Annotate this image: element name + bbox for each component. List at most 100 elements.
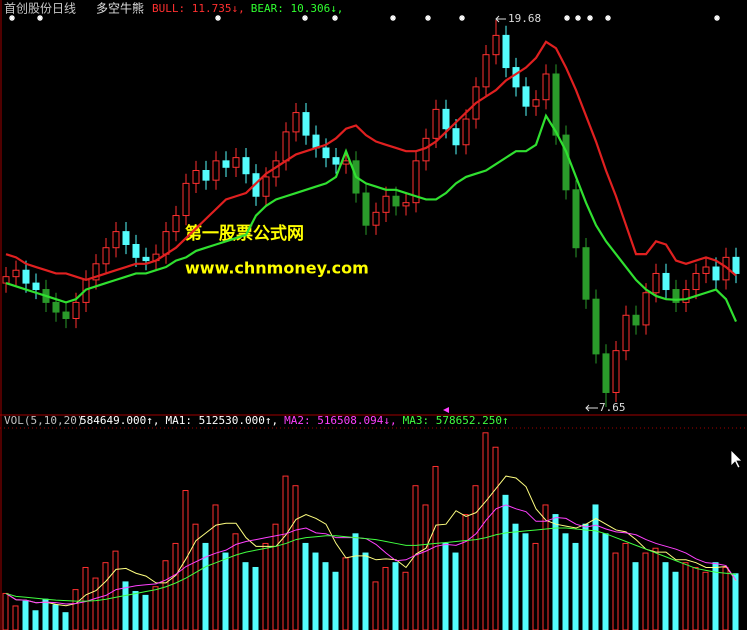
volume-bar <box>492 446 499 630</box>
volume-bar <box>672 571 679 630</box>
volume-bar <box>82 566 89 630</box>
candle-body <box>632 314 640 326</box>
candle-body <box>102 247 110 265</box>
volume-bar <box>312 552 319 630</box>
volume-bar <box>362 552 369 630</box>
volume-bar <box>652 547 659 630</box>
volume-bar <box>712 562 719 630</box>
volume-bar <box>282 475 289 630</box>
signal-star <box>37 15 43 21</box>
volume-bar <box>722 566 729 630</box>
volume-bar <box>442 542 449 630</box>
candle-body <box>222 160 230 168</box>
volume-bar <box>542 504 549 630</box>
candle-body <box>652 272 660 294</box>
candle-body <box>162 231 170 255</box>
candle-body <box>232 157 240 168</box>
watermark: www.chnmoney.com <box>185 259 369 278</box>
mouse-cursor <box>730 449 743 469</box>
annotation-arrow <box>495 15 506 23</box>
volume-bar <box>642 552 649 630</box>
candle-body <box>302 112 310 136</box>
candle-body <box>212 160 220 181</box>
candle-body <box>62 311 70 319</box>
low-annotation: 7.65 <box>599 401 626 414</box>
volume-bar <box>702 571 709 630</box>
candle-body <box>672 289 680 303</box>
volume-bar <box>402 571 409 630</box>
volume-bar <box>52 604 59 630</box>
volume-ma-line <box>5 475 737 607</box>
volume-bar <box>192 523 199 630</box>
candle-body <box>732 256 740 274</box>
volume-bar <box>622 542 629 630</box>
signal-star <box>587 15 593 21</box>
volume-bar <box>152 586 159 630</box>
candle-body <box>342 160 350 165</box>
candle-body <box>682 289 690 303</box>
volume-bar <box>122 581 129 630</box>
candle-body <box>112 231 120 249</box>
candle-body <box>312 134 320 149</box>
candle-body <box>592 298 600 355</box>
volume-bar <box>142 594 149 630</box>
candle-body <box>202 170 210 181</box>
volume-title: VOL(5,10,20) <box>4 414 83 427</box>
signal-star <box>564 15 570 21</box>
candle-body <box>532 99 540 107</box>
volume-bar <box>592 504 599 630</box>
high-annotation: 19.68 <box>508 12 541 25</box>
candle-body <box>392 195 400 207</box>
volume-bar <box>32 610 39 630</box>
signal-star <box>390 15 396 21</box>
volume-bar <box>452 552 459 630</box>
candle-body <box>622 314 630 352</box>
volume-bar <box>552 514 559 630</box>
candle-body <box>452 128 460 146</box>
volume-bar <box>272 523 279 630</box>
candle-body <box>662 272 670 291</box>
volume-bar <box>662 562 669 630</box>
volume-bar <box>562 533 569 630</box>
volume-bar <box>92 577 99 630</box>
volume-bar <box>572 542 579 630</box>
volume-bar <box>232 533 239 630</box>
volume-bar <box>522 533 529 630</box>
candle-body <box>282 131 290 162</box>
volume-bar <box>222 552 229 630</box>
candle-body <box>462 118 470 146</box>
volume-bar <box>162 560 169 630</box>
candle-body <box>502 34 510 69</box>
volume-bar <box>422 504 429 630</box>
bear-line <box>5 113 738 322</box>
candle-body <box>122 231 130 245</box>
watermark: 第一股票公式网 <box>185 223 304 244</box>
candle-body <box>382 195 390 213</box>
candle-body <box>72 301 80 319</box>
candle-body <box>432 108 440 139</box>
candle-body <box>412 160 420 204</box>
volume-bar <box>322 562 329 630</box>
signal-star <box>714 15 720 21</box>
candle-body <box>332 157 340 165</box>
volume-bar <box>732 573 739 630</box>
signal-star <box>215 15 221 21</box>
annotation-arrow <box>585 404 598 412</box>
candle-body <box>572 189 580 249</box>
candle-body <box>322 147 330 159</box>
header-value: MA2: 516508.094↓, <box>284 414 397 427</box>
volume-bar <box>42 598 49 630</box>
header-value: BULL: 11.735↓, <box>152 2 245 15</box>
candle-body <box>562 134 570 191</box>
candle-body <box>292 112 300 133</box>
volume-bar <box>582 523 589 630</box>
candle-body <box>172 215 180 233</box>
candle-body <box>52 301 60 313</box>
volume-bar <box>202 542 209 630</box>
candle-body <box>712 266 720 281</box>
volume-ma-line <box>5 504 737 605</box>
candle-body <box>192 170 200 184</box>
bull-line <box>5 40 737 282</box>
volume-bar <box>692 566 699 630</box>
